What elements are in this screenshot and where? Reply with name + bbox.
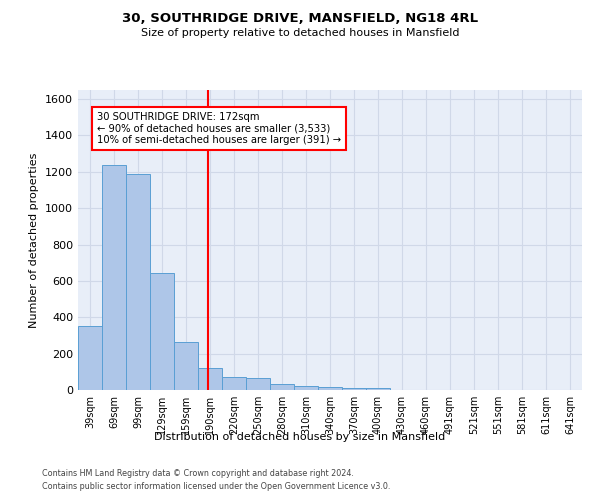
Bar (174, 342, 198, 390)
Bar (270, 384, 294, 390)
Bar (78, 326, 102, 390)
Bar (294, 386, 318, 390)
Bar (246, 378, 270, 390)
Y-axis label: Number of detached properties: Number of detached properties (29, 152, 40, 328)
Bar (198, 368, 222, 390)
Text: Size of property relative to detached houses in Mansfield: Size of property relative to detached ho… (141, 28, 459, 38)
Text: Distribution of detached houses by size in Mansfield: Distribution of detached houses by size … (154, 432, 446, 442)
Text: 30 SOUTHRIDGE DRIVE: 172sqm
← 90% of detached houses are smaller (3,533)
10% of : 30 SOUTHRIDGE DRIVE: 172sqm ← 90% of det… (97, 112, 341, 145)
Bar (126, 174, 150, 390)
Text: Contains HM Land Registry data © Crown copyright and database right 2024.: Contains HM Land Registry data © Crown c… (42, 468, 354, 477)
Bar (150, 272, 174, 390)
Bar (318, 388, 342, 390)
Bar (222, 378, 246, 390)
Text: 30, SOUTHRIDGE DRIVE, MANSFIELD, NG18 4RL: 30, SOUTHRIDGE DRIVE, MANSFIELD, NG18 4R… (122, 12, 478, 26)
Text: Contains public sector information licensed under the Open Government Licence v3: Contains public sector information licen… (42, 482, 391, 491)
Bar (342, 388, 366, 390)
Bar (366, 388, 390, 390)
Bar (102, 166, 126, 390)
